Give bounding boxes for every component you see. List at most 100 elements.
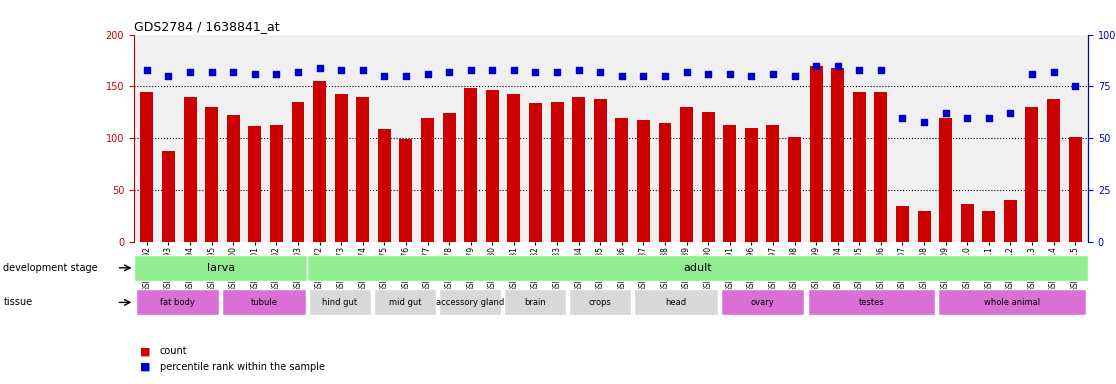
Text: crops: crops <box>589 298 612 307</box>
Text: tubule: tubule <box>250 298 278 307</box>
Point <box>527 69 545 75</box>
Point <box>936 110 954 116</box>
Bar <box>335 94 348 242</box>
Bar <box>141 92 153 242</box>
Bar <box>940 118 952 242</box>
Text: development stage: development stage <box>3 263 98 273</box>
Point <box>462 67 480 73</box>
Bar <box>314 81 326 242</box>
Bar <box>529 103 542 242</box>
Text: hind gut: hind gut <box>323 298 357 307</box>
Point <box>418 71 436 77</box>
Bar <box>270 125 282 242</box>
Bar <box>896 206 908 242</box>
Point <box>807 63 825 69</box>
Text: fat body: fat body <box>160 298 194 307</box>
Point <box>656 73 674 79</box>
Point <box>246 71 263 77</box>
Text: mid gut: mid gut <box>388 298 421 307</box>
Bar <box>1004 200 1017 242</box>
Text: whole animal: whole animal <box>984 298 1040 307</box>
Text: adult: adult <box>683 263 712 273</box>
Text: accessory gland: accessory gland <box>436 298 504 307</box>
Bar <box>831 68 844 242</box>
Point <box>138 67 156 73</box>
Bar <box>637 119 650 242</box>
Bar <box>443 113 455 242</box>
Bar <box>249 126 261 242</box>
Point <box>635 73 653 79</box>
Point <box>764 71 782 77</box>
Point <box>289 69 307 75</box>
Bar <box>162 151 175 242</box>
Bar <box>788 137 801 242</box>
Bar <box>702 113 714 242</box>
Text: testes: testes <box>858 298 884 307</box>
Point <box>181 69 199 75</box>
Bar <box>961 204 973 242</box>
Point <box>224 69 242 75</box>
Bar <box>1026 107 1039 242</box>
Bar <box>573 97 585 242</box>
Point <box>894 114 912 121</box>
Bar <box>464 88 478 242</box>
Bar <box>634 290 718 315</box>
Bar <box>982 211 995 242</box>
Bar <box>723 125 737 242</box>
Point <box>677 69 695 75</box>
Point <box>700 71 718 77</box>
Point <box>1023 71 1041 77</box>
Bar <box>291 102 305 242</box>
Bar <box>680 107 693 242</box>
Point <box>548 69 566 75</box>
Text: ovary: ovary <box>751 298 775 307</box>
Bar <box>917 211 931 242</box>
Bar <box>744 128 758 242</box>
Point <box>980 114 998 121</box>
Bar <box>939 290 1086 315</box>
Bar <box>658 123 672 242</box>
Bar <box>227 116 240 242</box>
Bar <box>853 92 866 242</box>
Bar <box>594 99 607 242</box>
Bar <box>1069 137 1081 242</box>
Bar <box>504 290 566 315</box>
Bar <box>615 118 628 242</box>
Bar <box>205 107 218 242</box>
Bar <box>421 118 434 242</box>
Bar <box>183 97 196 242</box>
Point <box>504 67 522 73</box>
Bar <box>874 92 887 242</box>
Point <box>721 71 739 77</box>
Point <box>872 67 889 73</box>
Text: tissue: tissue <box>3 297 32 308</box>
Text: head: head <box>665 298 686 307</box>
Point <box>483 67 501 73</box>
Point <box>268 71 286 77</box>
Bar <box>721 290 805 315</box>
Text: percentile rank within the sample: percentile rank within the sample <box>160 362 325 372</box>
Point <box>203 69 221 75</box>
Bar <box>400 139 413 242</box>
Text: larva: larva <box>206 263 234 273</box>
Point <box>915 119 933 125</box>
Point <box>333 67 350 73</box>
Bar <box>440 290 501 315</box>
Bar <box>1047 99 1060 242</box>
Point <box>310 65 328 71</box>
Bar <box>809 66 822 242</box>
Bar <box>550 102 564 242</box>
Point <box>742 73 760 79</box>
Text: count: count <box>160 346 187 356</box>
Point <box>591 69 609 75</box>
Bar <box>134 255 307 281</box>
Point <box>850 67 868 73</box>
Bar <box>307 255 1088 281</box>
Point <box>959 114 976 121</box>
Point <box>440 69 458 75</box>
Point <box>1001 110 1019 116</box>
Bar <box>356 97 369 242</box>
Text: ■: ■ <box>140 346 150 356</box>
Text: ■: ■ <box>140 362 150 372</box>
Bar <box>374 290 435 315</box>
